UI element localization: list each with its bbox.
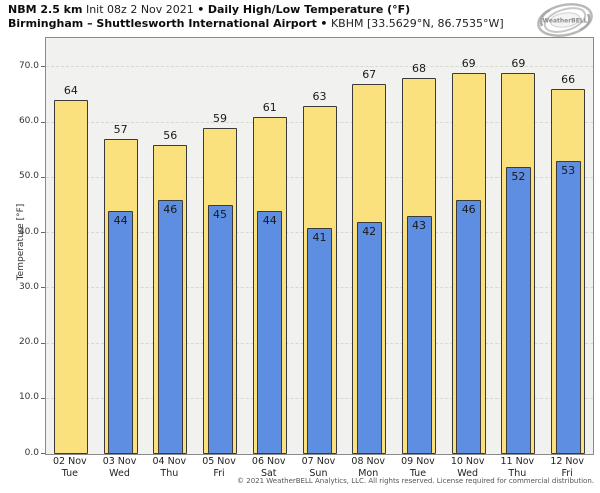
low-bar [307, 227, 332, 454]
high-value-label: 68 [412, 62, 426, 76]
x-tick-label: 05 Nov Fri [194, 456, 244, 480]
low-value-label: 52 [511, 169, 526, 183]
y-tick-label: 40.0 [18, 226, 39, 237]
x-tick-day: Wed [109, 468, 130, 479]
x-tick-day: Wed [457, 468, 478, 479]
x-tick-label: 12 Nov Fri [542, 456, 592, 480]
x-tick-label: 08 Nov Mon [343, 456, 393, 480]
y-tick-label: 70.0 [18, 60, 39, 71]
high-value-label: 56 [163, 128, 178, 142]
title-line-1: NBM 2.5 km Init 08z 2 Nov 2021 • Daily H… [8, 3, 504, 17]
x-tick-date: 08 Nov [351, 456, 386, 467]
y-axis-title: Temperature [°F] [16, 203, 26, 281]
low-value-label: 41 [312, 230, 327, 244]
low-bar [157, 199, 183, 454]
high-value-label: 69 [461, 56, 476, 70]
high-value-label: 63 [312, 90, 327, 103]
x-tick-date: 04 Nov [152, 456, 187, 467]
x-tick-label: 04 Nov Thu [145, 456, 195, 480]
x-tick-label: 02 Nov Tue [45, 456, 95, 480]
low-value-label: 44 [113, 213, 128, 227]
y-tick-mark [41, 232, 45, 233]
low-value-label: 44 [262, 213, 277, 227]
low-value-label: 46 [461, 202, 476, 216]
x-tick-date: 05 Nov [202, 456, 236, 467]
weatherbell-logo-text: WeatherBELL [542, 18, 587, 25]
low-bar [257, 210, 283, 454]
chart-header: NBM 2.5 km Init 08z 2 Nov 2021 • Daily H… [8, 3, 504, 31]
y-tick-mark [41, 342, 45, 344]
y-tick-mark [41, 176, 45, 178]
x-tick-date: 02 Nov [53, 456, 87, 467]
x-tick-label: 11 Nov Thu [493, 456, 543, 480]
low-value-label: 43 [412, 219, 426, 233]
low-value-label: 42 [362, 225, 377, 238]
y-tick-label: 20.0 [18, 337, 39, 347]
y-tick-label: 30.0 [18, 281, 39, 292]
y-tick-mark [41, 121, 45, 123]
weatherbell-logo-icon: WeatherBELL [537, 3, 593, 37]
title-line-2: Birmingham – Shuttlesworth International… [8, 17, 504, 31]
x-tick-day: Fri [213, 468, 225, 479]
low-value-label: 53 [561, 164, 576, 178]
x-tick-day: Thu [508, 468, 527, 479]
y-tick-label: 50.0 [18, 171, 39, 182]
low-value-label: 45 [213, 208, 227, 222]
high-bar [53, 100, 88, 454]
y-tick-mark [41, 397, 45, 399]
low-bar [505, 166, 531, 454]
x-tick-day: Mon [358, 468, 379, 479]
low-value-label: 46 [163, 202, 178, 216]
product-name: Daily High/Low Temperature (°F) [207, 3, 411, 16]
high-value-label: 66 [561, 73, 576, 87]
x-tick-date: 11 Nov [500, 456, 535, 467]
model-name: NBM 2.5 km [8, 3, 83, 16]
y-tick-label: 0.0 [24, 447, 39, 458]
x-axis-labels: 02 Nov Tue 03 Nov Wed 04 Nov Thu 05 Nov Fri 06 N… [45, 456, 592, 484]
plot-area: 64 57 44 56 46 59 45 61 44 63 41 67 42 68 43 69 46 69 52 66… [45, 37, 594, 455]
high-value-label: 67 [362, 67, 377, 81]
high-value-label: 64 [63, 84, 78, 98]
copyright-notice: © 2021 WeatherBELL Analytics, LLC. All r… [237, 477, 594, 485]
x-tick-day: Tue [61, 468, 78, 479]
high-value-label: 57 [113, 123, 128, 137]
x-tick-label: 09 Nov Tue [393, 456, 443, 480]
high-value-label: 59 [213, 112, 227, 126]
station-separator: • [320, 17, 328, 30]
x-tick-day: Tue [409, 468, 427, 479]
x-tick-date: 07 Nov [301, 456, 336, 467]
x-tick-label: 10 Nov Wed [443, 456, 493, 480]
station-name: Birmingham – Shuttlesworth International… [8, 17, 317, 30]
station-code: KBHM [33.5629°N, 86.7535°W] [330, 17, 504, 30]
low-bar [456, 199, 482, 454]
low-bar [406, 216, 432, 454]
title-separator: • [197, 3, 205, 16]
x-tick-date: 06 Nov [251, 456, 286, 467]
init-time: Init 08z 2 Nov 2021 [85, 3, 194, 16]
y-tick-label: 60.0 [18, 116, 39, 126]
x-tick-date: 10 Nov [450, 456, 485, 467]
x-tick-date: 03 Nov [102, 456, 137, 467]
gridline-70 [46, 66, 593, 68]
low-bar [207, 205, 233, 454]
y-tick-mark [41, 287, 45, 289]
x-tick-day: Sun [309, 468, 328, 479]
x-tick-label: 07 Nov Sun [294, 456, 344, 480]
y-tick-mark [41, 453, 45, 454]
high-value-label: 61 [262, 101, 277, 114]
x-tick-day: Fri [561, 468, 573, 479]
low-bar [108, 210, 134, 454]
low-bar [555, 161, 581, 454]
x-tick-label: 03 Nov Wed [95, 456, 145, 480]
x-tick-day: Sat [260, 468, 277, 479]
low-bar [356, 222, 382, 454]
high-value-label: 69 [511, 56, 526, 70]
x-tick-day: Thu [160, 468, 179, 479]
x-tick-label: 06 Nov Sat [244, 456, 294, 480]
x-tick-date: 12 Nov [550, 456, 584, 467]
y-tick-mark [41, 66, 45, 68]
y-tick-label: 10.0 [18, 392, 39, 403]
x-tick-date: 09 Nov [401, 456, 435, 467]
